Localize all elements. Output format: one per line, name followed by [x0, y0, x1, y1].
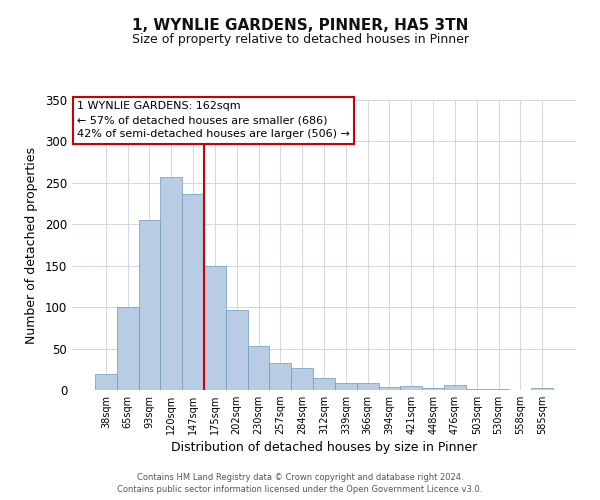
Y-axis label: Number of detached properties: Number of detached properties — [25, 146, 38, 344]
Bar — [357, 384, 379, 390]
Bar — [291, 368, 313, 390]
Bar — [335, 384, 357, 390]
Bar — [444, 385, 466, 390]
Bar — [488, 389, 509, 390]
Text: Size of property relative to detached houses in Pinner: Size of property relative to detached ho… — [131, 32, 469, 46]
Bar — [313, 378, 335, 390]
Bar — [400, 386, 422, 390]
Bar — [248, 346, 269, 390]
Text: Contains HM Land Registry data © Crown copyright and database right 2024.: Contains HM Land Registry data © Crown c… — [137, 472, 463, 482]
Bar — [226, 310, 248, 390]
Text: 1 WYNLIE GARDENS: 162sqm
← 57% of detached houses are smaller (686)
42% of semi-: 1 WYNLIE GARDENS: 162sqm ← 57% of detach… — [77, 102, 350, 140]
X-axis label: Distribution of detached houses by size in Pinner: Distribution of detached houses by size … — [171, 442, 477, 454]
Bar — [269, 362, 291, 390]
Bar — [379, 386, 400, 390]
Bar — [160, 177, 182, 390]
Bar — [422, 388, 444, 390]
Bar — [204, 266, 226, 390]
Bar — [139, 220, 160, 390]
Text: Contains public sector information licensed under the Open Government Licence v3: Contains public sector information licen… — [118, 485, 482, 494]
Bar — [182, 194, 204, 390]
Bar — [531, 388, 553, 390]
Bar — [466, 389, 488, 390]
Bar — [117, 307, 139, 390]
Text: 1, WYNLIE GARDENS, PINNER, HA5 3TN: 1, WYNLIE GARDENS, PINNER, HA5 3TN — [132, 18, 468, 32]
Bar — [95, 374, 117, 390]
